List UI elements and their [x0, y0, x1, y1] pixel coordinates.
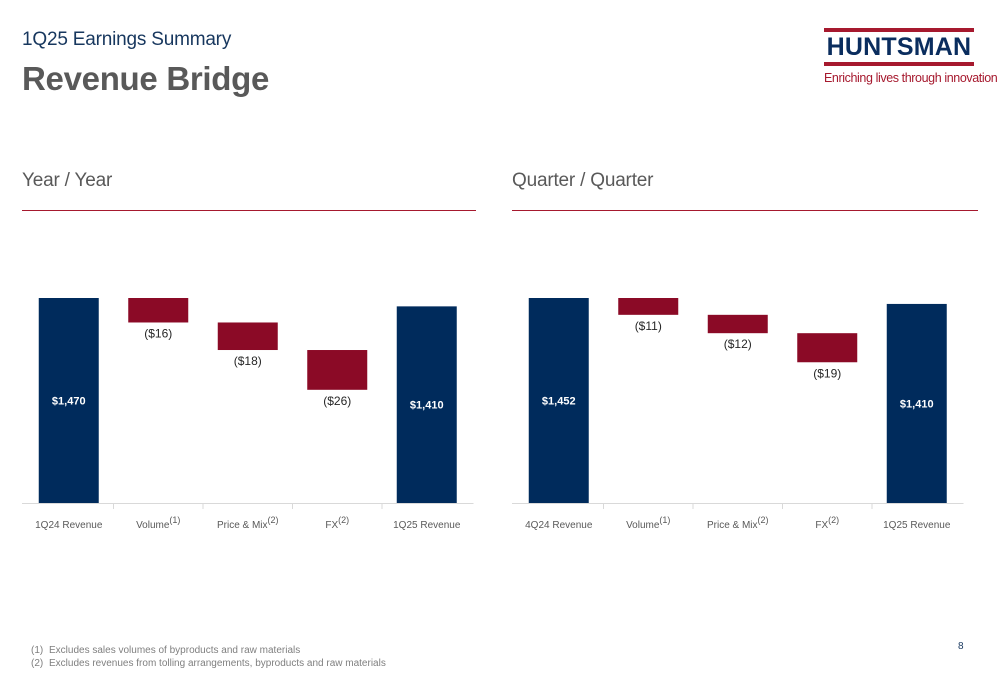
- category-name: 1Q24 Revenue: [35, 520, 103, 531]
- bar-value-label: $1,470: [52, 396, 86, 408]
- qoq-section-title: Quarter / Quarter: [512, 170, 654, 191]
- total-bar: [396, 306, 457, 503]
- page-number: 8: [958, 641, 964, 652]
- category-label: 1Q25 Revenue: [393, 520, 461, 531]
- change-bar: [618, 298, 679, 315]
- bar-value-label: ($19): [813, 366, 841, 380]
- footnotes: (1) Excludes sales volumes of byproducts …: [31, 644, 386, 670]
- category-label: 1Q24 Revenue: [35, 520, 103, 531]
- footnote-number: (1): [31, 645, 44, 656]
- footnote: (2) Excludes revenues from tolling arrang…: [31, 657, 386, 670]
- bar-value-label: ($26): [323, 394, 351, 408]
- logo-rule-bottom: [824, 62, 974, 66]
- bar-value-label: ($11): [635, 319, 662, 333]
- category-name: Volume: [136, 520, 170, 531]
- bar-value-label: $1,452: [542, 396, 576, 408]
- category-label: FX(2): [325, 515, 349, 531]
- qoq-revenue-bridge-chart: $1,452 4Q24 Revenue ($11) Volume(1) ($12) Pri…: [512, 298, 964, 531]
- category-name: Price & Mix: [707, 520, 758, 531]
- footnote-number: (2): [31, 658, 44, 669]
- bar-value-label: ($16): [144, 326, 172, 340]
- yoy-section-title: Year / Year: [22, 170, 113, 191]
- category-label: Volume(1): [136, 515, 180, 531]
- change-bar: [307, 350, 368, 390]
- category-label: 4Q24 Revenue: [525, 520, 593, 531]
- yoy-section-rule: [22, 210, 476, 211]
- category-name: 1Q25 Revenue: [393, 520, 461, 531]
- change-bar: [797, 333, 858, 363]
- category-name: Price & Mix: [217, 520, 268, 531]
- category-label: Price & Mix(2): [707, 515, 769, 531]
- change-bar: [128, 298, 189, 323]
- huntsman-logo: HUNTSMAN Enriching lives through innovat…: [824, 28, 998, 85]
- total-bar: [38, 298, 99, 503]
- bar-value-label: ($12): [724, 337, 752, 351]
- change-bar: [217, 322, 278, 351]
- category-label: Volume(1): [626, 515, 670, 531]
- bar-value-label: $1,410: [900, 398, 934, 410]
- category-footnote-marker: (1): [169, 515, 180, 525]
- slide-title: Revenue Bridge: [22, 60, 270, 97]
- logo-wordmark: HUNTSMAN: [826, 33, 972, 61]
- category-name: 4Q24 Revenue: [525, 520, 593, 531]
- category-footnote-marker: (2): [828, 515, 839, 525]
- category-footnote-marker: (1): [659, 515, 670, 525]
- category-label: FX(2): [815, 515, 839, 531]
- category-name: 1Q25 Revenue: [883, 520, 951, 531]
- footnote: (1) Excludes sales volumes of byproducts …: [31, 644, 386, 657]
- bar-value-label: $1,410: [410, 400, 444, 412]
- total-bar: [528, 298, 589, 503]
- bar-value-label: ($18): [234, 354, 262, 368]
- category-name: Volume: [626, 520, 660, 531]
- logo-rule-top: [824, 28, 974, 32]
- logo-tagline: Enriching lives through innovation: [824, 71, 998, 85]
- total-bar: [886, 303, 947, 503]
- category-name: FX: [325, 520, 338, 531]
- footnote-text: Excludes revenues from tolling arrangeme…: [49, 658, 386, 669]
- category-label: 1Q25 Revenue: [883, 520, 951, 531]
- yoy-revenue-bridge-chart: $1,470 1Q24 Revenue ($16) Volume(1) ($18) Pri…: [22, 298, 474, 531]
- category-footnote-marker: (2): [338, 515, 349, 525]
- category-label: Price & Mix(2): [217, 515, 279, 531]
- category-footnote-marker: (2): [268, 515, 279, 525]
- qoq-section-rule: [512, 210, 978, 211]
- slide-subtitle: 1Q25 Earnings Summary: [22, 29, 232, 50]
- footnote-text: Excludes sales volumes of byproducts and…: [49, 645, 301, 656]
- category-footnote-marker: (2): [758, 515, 769, 525]
- change-bar: [707, 314, 768, 334]
- category-name: FX: [815, 520, 828, 531]
